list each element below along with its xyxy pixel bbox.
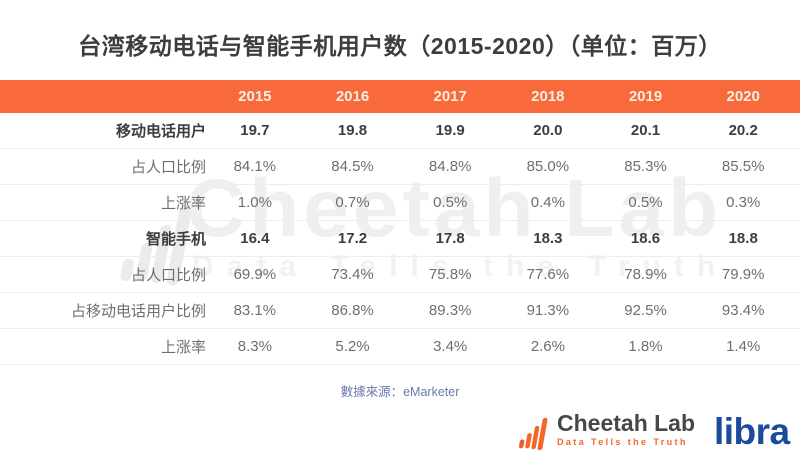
year-cell: 2016 bbox=[335, 88, 370, 105]
value-cell: 84.5% bbox=[331, 158, 374, 175]
table-row-mobile-users: 移动电话用户 19.7 19.8 19.9 20.0 20.1 20.2 bbox=[0, 113, 800, 149]
value-cell: 19.7 bbox=[240, 122, 270, 139]
cheetah-lab-tagline: Data Tells the Truth bbox=[557, 437, 688, 448]
value-cell: 0.4% bbox=[530, 194, 565, 211]
value-cell: 69.9% bbox=[233, 266, 277, 283]
row-label: 上涨率 bbox=[160, 339, 206, 356]
value-cell: 0.5% bbox=[628, 194, 663, 211]
cheetah-lab-logo: Cheetah Lab Data Tells the Truth bbox=[514, 410, 696, 457]
value-cell: 92.5% bbox=[624, 302, 667, 319]
value-cell: 16.4 bbox=[240, 230, 270, 247]
value-cell: 8.3% bbox=[237, 338, 272, 355]
value-cell: 17.8 bbox=[435, 230, 465, 247]
value-cell: 85.5% bbox=[721, 158, 765, 175]
year-cell: 2017 bbox=[433, 88, 467, 105]
value-cell: 1.8% bbox=[628, 338, 663, 355]
value-cell: 18.8 bbox=[728, 230, 758, 247]
table-row-smartphone-mobile-share: 占移动电话用户比例 83.1% 86.8% 89.3% 91.3% 92.5% … bbox=[0, 293, 800, 329]
value-cell: 18.3 bbox=[533, 230, 563, 247]
cheetah-lab-wordmark: Cheetah Lab bbox=[557, 410, 696, 436]
value-cell: 3.4% bbox=[433, 338, 468, 355]
value-cell: 19.8 bbox=[337, 122, 368, 139]
value-cell: 20.2 bbox=[728, 122, 758, 139]
value-cell: 73.4% bbox=[331, 266, 374, 283]
value-cell: 83.1% bbox=[233, 302, 277, 319]
value-cell: 77.6% bbox=[526, 266, 570, 283]
row-label: 移动电话用户 bbox=[115, 123, 206, 140]
value-cell: 1.0% bbox=[237, 194, 272, 211]
value-cell: 79.9% bbox=[721, 266, 765, 283]
data-source: 數據來源：eMarketer bbox=[340, 385, 460, 399]
value-cell: 85.3% bbox=[624, 158, 667, 175]
row-label: 上涨率 bbox=[160, 195, 206, 212]
value-cell: 0.7% bbox=[335, 194, 370, 211]
value-cell: 78.9% bbox=[624, 266, 667, 283]
value-cell: 89.3% bbox=[428, 302, 472, 319]
value-cell: 2.6% bbox=[530, 338, 565, 355]
value-cell: 20.0 bbox=[533, 122, 563, 139]
table-header-row: 2015 2016 2017 2018 2019 2020 bbox=[0, 80, 800, 113]
table-row-mobile-pop-share: 占人口比例 84.1% 84.5% 84.8% 85.0% 85.3% 85.5… bbox=[0, 149, 800, 185]
row-label: 占人口比例 bbox=[130, 267, 206, 284]
value-cell: 91.3% bbox=[526, 302, 570, 319]
value-cell: 0.3% bbox=[726, 194, 761, 211]
value-cell: 84.8% bbox=[428, 158, 472, 175]
year-cell: 2020 bbox=[726, 88, 760, 105]
table-row-mobile-growth: 上涨率 1.0% 0.7% 0.5% 0.4% 0.5% 0.3% bbox=[0, 185, 800, 221]
table-row-smartphone-growth: 上涨率 8.3% 5.2% 3.4% 2.6% 1.8% 1.4% bbox=[0, 329, 800, 365]
row-label: 占移动电话用户比例 bbox=[70, 303, 206, 320]
cheetah-lab-text: Cheetah Lab Data Tells the Truth bbox=[557, 410, 696, 448]
value-cell: 86.8% bbox=[331, 302, 374, 319]
value-cell: 93.4% bbox=[721, 302, 765, 319]
value-cell: 75.8% bbox=[428, 266, 472, 283]
value-cell: 18.6 bbox=[630, 230, 661, 247]
value-cell: 85.0% bbox=[526, 158, 570, 175]
table-row-smartphone-pop-share: 占人口比例 69.9% 73.4% 75.8% 77.6% 78.9% 79.9… bbox=[0, 257, 800, 293]
year-cell: 2018 bbox=[531, 88, 565, 105]
row-label: 占人口比例 bbox=[130, 159, 206, 176]
value-cell: 17.2 bbox=[337, 230, 368, 247]
data-table: 2015 2016 2017 2018 2019 2020 移动电话用户 19.… bbox=[0, 80, 800, 365]
value-cell: 20.1 bbox=[630, 122, 661, 139]
row-label: 智能手机 bbox=[145, 231, 206, 248]
value-cell: 5.2% bbox=[335, 338, 370, 355]
value-cell: 84.1% bbox=[233, 158, 277, 175]
value-cell: 0.5% bbox=[433, 194, 468, 211]
cheetah-bars-icon bbox=[518, 417, 548, 451]
table-row-smartphone-users: 智能手机 16.4 17.2 17.8 18.3 18.6 18.8 bbox=[0, 221, 800, 257]
page-title: 台湾移动电话与智能手机用户数（2015-2020）（单位：百万） bbox=[78, 33, 722, 59]
year-cell: 2015 bbox=[238, 88, 272, 105]
value-cell: 1.4% bbox=[726, 338, 761, 355]
year-cell: 2019 bbox=[628, 88, 663, 105]
libra-wordmark: libra bbox=[714, 411, 790, 452]
value-cell: 19.9 bbox=[435, 122, 465, 139]
